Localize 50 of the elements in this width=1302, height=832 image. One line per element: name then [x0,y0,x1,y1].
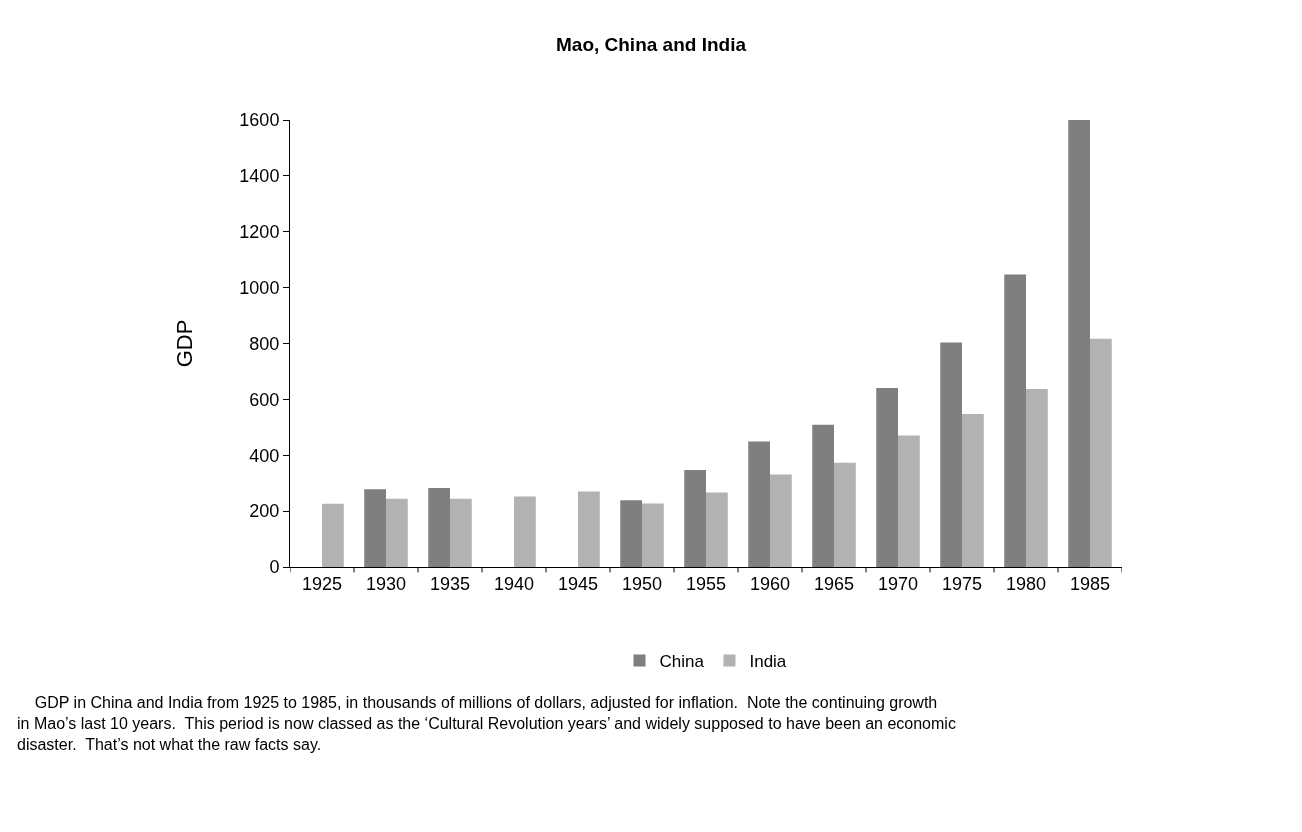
y-tick-label: 1600 [239,110,280,131]
bar [322,503,344,567]
bar [1068,120,1090,567]
bar [620,500,642,567]
y-tick-label: 1400 [239,166,280,187]
bar [364,489,386,567]
x-tick-label: 1930 [365,573,407,594]
legend-label: China [659,652,705,672]
bar [1026,389,1048,567]
bar [940,342,962,567]
y-tick-label: 600 [249,389,280,410]
bar [1090,338,1112,567]
y-tick-label: 1200 [239,222,280,243]
bar [834,462,856,567]
bar [642,503,664,567]
bar [876,387,898,567]
bar [770,474,792,567]
x-tick-label: 1985 [1069,573,1111,594]
x-tick-label: 1945 [557,573,599,594]
x-tick-label: 1965 [813,573,855,594]
bar [450,498,472,567]
bar [812,424,834,567]
y-tick-label: 400 [249,445,280,466]
bar [684,470,706,567]
bar [428,487,450,567]
bar [706,492,728,567]
y-axis-title: GDP [172,319,198,368]
bar [1004,274,1026,567]
bar [386,498,408,567]
x-tick-label: 1935 [429,573,471,594]
bar [514,496,536,567]
x-tick-label: 1960 [749,573,791,594]
text: GDP in China and India from 1925 to 1985, in thousands of millions of dollars, adjusted for inflation. Note the continuing growth in Mao’s last 10 years. This period is now classed as the ‘Cultural Revolution years’ and widely supposed to have been an economic disaster. That’s not what the raw facts say. [17,694,956,753]
chart-title: Mao, China and India [555,33,747,55]
legend-label: India [749,652,787,672]
y-tick-label: 800 [249,333,280,354]
x-tick-label: 1980 [1005,573,1047,594]
bar [748,441,770,567]
bar [962,413,984,567]
y-tick-label: 200 [249,501,280,522]
y-tick-label: 0 [269,557,280,578]
x-tick-label: 1955 [685,573,727,594]
x-tick-label: 1970 [877,573,919,594]
x-tick-label: 1925 [301,573,343,594]
bar [898,435,920,567]
x-tick-label: 1950 [621,573,663,594]
bar [578,491,600,567]
y-tick-label: 1000 [239,277,280,298]
x-tick-label: 1975 [941,573,983,594]
x-tick-label: 1940 [493,573,535,594]
